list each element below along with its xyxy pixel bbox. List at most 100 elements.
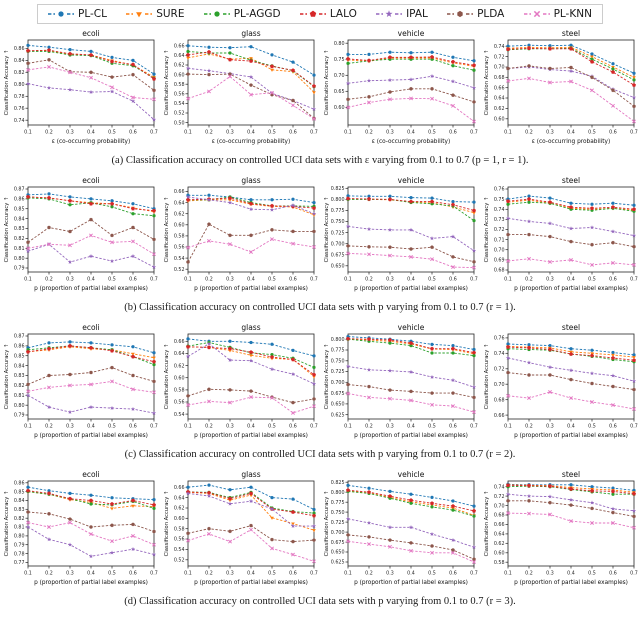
chart-ecoli-a: ecoli 0.74 0.76 0.78 0.80 0.82 0.84 0.86 0.1 0.2 0… [4, 29, 158, 145]
svg-text:0.3: 0.3 [546, 277, 554, 283]
svg-text:0.650: 0.650 [331, 550, 345, 556]
svg-text:0.85: 0.85 [14, 206, 25, 212]
chart-ecoli-c: ecoli 0.79 0.80 0.81 0.82 0.83 0.84 0.85 0.86 0.8… [4, 323, 158, 439]
svg-text:0.675: 0.675 [331, 540, 345, 546]
svg-text:0.2: 0.2 [525, 424, 533, 430]
chart-row-a: ecoli 0.74 0.76 0.78 0.80 0.82 0.84 0.86 0.1 0.2 0… [0, 26, 640, 154]
chart-steel-d: steel 0.58 0.60 0.62 0.64 0.66 0.68 0.70 0.72 0.7… [484, 470, 638, 586]
svg-text:0.7: 0.7 [630, 277, 638, 283]
svg-text:p (proportion of partial label: p (proportion of partial label examples) [354, 580, 468, 586]
chart-steel-c: steel 0.66 0.68 0.70 0.72 0.74 0.76 0.1 0.2 0.3 0.… [484, 323, 638, 439]
svg-text:0.70: 0.70 [494, 503, 505, 509]
svg-text:p (proportion of partial label: p (proportion of partial label examples) [34, 286, 148, 292]
svg-text:0.86: 0.86 [14, 197, 25, 203]
svg-text:p (proportion of partial label: p (proportion of partial label examples) [514, 286, 628, 292]
chart-glass-a: glass 0.50 0.52 0.54 0.56 0.58 0.60 0.62 0.64 0.6… [164, 29, 318, 145]
chart-vehicle-a: vehicle 0.60 0.65 0.70 0.75 0.80 0.1 0.2 0.3 0.4 0… [324, 29, 478, 145]
svg-text:0.6: 0.6 [129, 571, 137, 577]
svg-text:ε (co-occurring probability): ε (co-occurring probability) [372, 139, 451, 145]
svg-text:0.72: 0.72 [494, 227, 505, 233]
svg-text:0.82: 0.82 [14, 383, 25, 389]
svg-text:0.800: 0.800 [331, 337, 345, 343]
svg-text:0.1: 0.1 [344, 424, 352, 430]
svg-text:0.87: 0.87 [14, 187, 25, 193]
svg-text:0.74: 0.74 [494, 351, 505, 357]
svg-text:0.80: 0.80 [14, 82, 25, 88]
svg-text:0.7: 0.7 [310, 424, 318, 430]
svg-text:steel: steel [562, 470, 580, 479]
svg-text:Classification Accuracy ↑: Classification Accuracy ↑ [324, 50, 330, 116]
svg-text:0.725: 0.725 [331, 230, 345, 236]
svg-text:p (proportion of partial label: p (proportion of partial label examples) [194, 286, 308, 292]
svg-text:0.2: 0.2 [525, 130, 533, 136]
svg-text:0.82: 0.82 [14, 236, 25, 242]
svg-text:vehicle: vehicle [398, 29, 425, 38]
svg-text:0.60: 0.60 [334, 105, 345, 111]
svg-text:0.5: 0.5 [268, 424, 276, 430]
svg-text:Classification Accuracy ↑: Classification Accuracy ↑ [484, 197, 490, 263]
svg-text:0.700: 0.700 [331, 530, 345, 536]
svg-text:p (proportion of partial label: p (proportion of partial label examples) [34, 580, 148, 586]
figure: ecoli 0.74 0.76 0.78 0.80 0.82 0.84 0.86 0.1 0.2 0… [0, 26, 640, 607]
svg-text:0.86: 0.86 [14, 344, 25, 350]
legend-item-plda: PLDA [447, 8, 504, 20]
svg-text:0.3: 0.3 [66, 277, 74, 283]
caption-b: (b) Classification accuracy on controlle… [124, 302, 516, 313]
svg-text:0.62: 0.62 [494, 106, 505, 112]
svg-text:0.1: 0.1 [184, 571, 192, 577]
svg-text:Classification Accuracy ↑: Classification Accuracy ↑ [484, 50, 490, 116]
svg-text:steel: steel [562, 176, 580, 185]
svg-text:Classification Accuracy ↑: Classification Accuracy ↑ [324, 344, 330, 410]
svg-text:0.71: 0.71 [494, 237, 505, 243]
legend-item-ipal: IPAL [376, 8, 428, 20]
svg-text:0.1: 0.1 [184, 130, 192, 136]
svg-text:p (proportion of partial label: p (proportion of partial label examples) [194, 580, 308, 586]
svg-text:0.1: 0.1 [504, 424, 512, 430]
svg-text:0.54: 0.54 [174, 256, 185, 262]
legend-label: IPAL [406, 8, 428, 20]
svg-text:0.5: 0.5 [108, 571, 116, 577]
svg-text:0.83: 0.83 [14, 226, 25, 232]
svg-text:0.775: 0.775 [331, 208, 345, 214]
svg-text:0.66: 0.66 [494, 522, 505, 528]
svg-text:0.2: 0.2 [45, 424, 53, 430]
svg-text:0.2: 0.2 [205, 277, 213, 283]
svg-text:0.83: 0.83 [14, 507, 25, 513]
svg-text:0.74: 0.74 [494, 207, 505, 213]
svg-text:0.58: 0.58 [174, 388, 185, 394]
svg-text:0.5: 0.5 [268, 130, 276, 136]
svg-text:0.80: 0.80 [14, 256, 25, 262]
svg-text:0.800: 0.800 [331, 490, 345, 496]
svg-text:0.4: 0.4 [247, 571, 255, 577]
svg-text:0.4: 0.4 [247, 277, 255, 283]
svg-text:0.72: 0.72 [494, 494, 505, 500]
svg-text:0.3: 0.3 [66, 424, 74, 430]
sure-marker-icon [126, 12, 153, 18]
svg-text:0.66: 0.66 [494, 85, 505, 91]
chart-steel-a: steel 0.60 0.62 0.64 0.66 0.68 0.70 0.72 0.74 0.1… [484, 29, 638, 145]
svg-text:0.78: 0.78 [14, 551, 25, 557]
svg-text:0.6: 0.6 [129, 277, 137, 283]
svg-text:0.1: 0.1 [344, 571, 352, 577]
svg-text:0.81: 0.81 [14, 525, 25, 531]
svg-text:0.75: 0.75 [334, 57, 345, 63]
svg-text:0.2: 0.2 [205, 571, 213, 577]
svg-text:0.1: 0.1 [344, 130, 352, 136]
svg-text:p (proportion of partial label: p (proportion of partial label examples) [514, 580, 628, 586]
svg-text:0.84: 0.84 [14, 363, 25, 369]
svg-text:0.5: 0.5 [268, 571, 276, 577]
svg-text:Classification Accuracy ↑: Classification Accuracy ↑ [164, 197, 170, 263]
svg-text:0.7: 0.7 [150, 130, 158, 136]
chart-glass-d: glass 0.52 0.54 0.56 0.58 0.60 0.62 0.64 0.66 0.1… [164, 470, 318, 586]
svg-text:0.54: 0.54 [174, 547, 185, 553]
svg-text:0.82: 0.82 [14, 516, 25, 522]
svg-text:0.4: 0.4 [407, 571, 415, 577]
svg-text:0.4: 0.4 [567, 571, 575, 577]
svg-text:0.650: 0.650 [331, 402, 345, 408]
svg-text:0.4: 0.4 [407, 277, 415, 283]
svg-text:0.4: 0.4 [247, 130, 255, 136]
svg-text:Classification Accuracy ↑: Classification Accuracy ↑ [164, 491, 170, 557]
svg-text:0.7: 0.7 [150, 424, 158, 430]
svg-text:0.74: 0.74 [14, 118, 25, 124]
svg-text:p (proportion of partial label: p (proportion of partial label examples) [354, 433, 468, 439]
